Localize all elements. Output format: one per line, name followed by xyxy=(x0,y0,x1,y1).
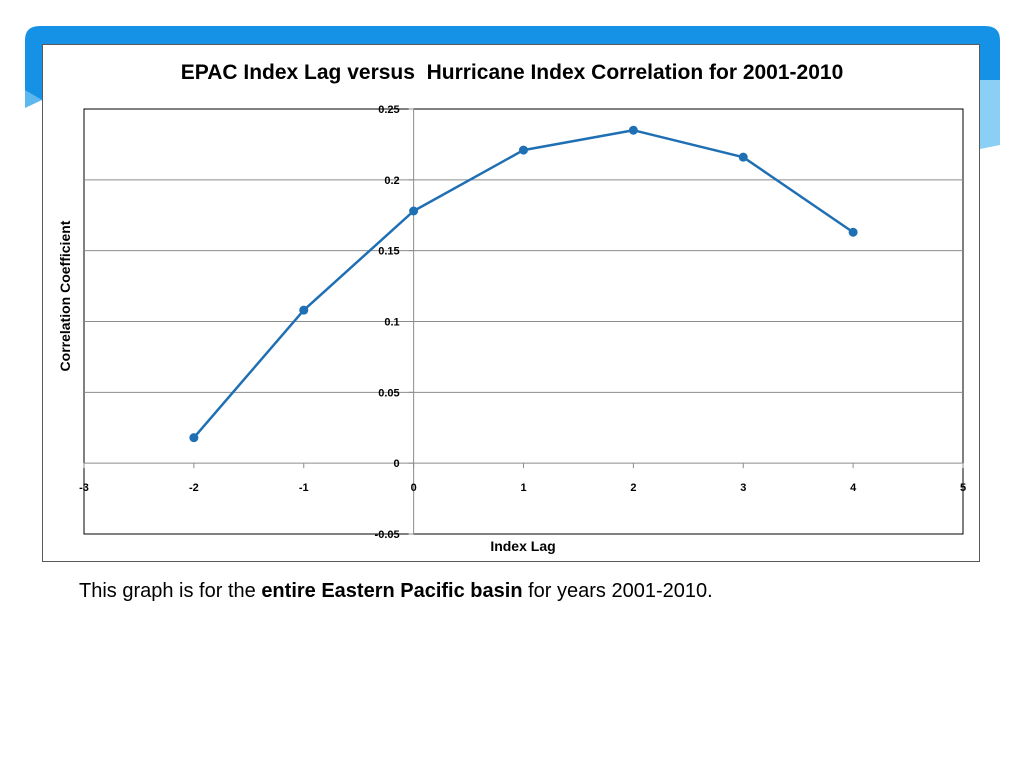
x-tick-label: -1 xyxy=(299,482,309,494)
slide-caption: This graph is for the entire Eastern Pac… xyxy=(79,580,713,603)
x-tick-label: -2 xyxy=(189,482,199,494)
caption-prefix: This graph is for the xyxy=(79,580,262,602)
y-tick-label: 0.1 xyxy=(384,317,399,329)
x-tick-label: 0 xyxy=(411,482,417,494)
chart-title: EPAC Index Lag versus Hurricane Index Co… xyxy=(180,61,844,84)
chart-plot: -3 -2 -1 0 1 2 3 4 5 -0.05 0 0.05 0.1 0.15 0.2 0.25 xyxy=(79,104,966,541)
data-point xyxy=(738,152,748,162)
banner-left-tab xyxy=(25,88,42,108)
data-point xyxy=(299,305,309,315)
y-axis-label: Correlation Coefficient xyxy=(57,220,73,372)
y-tick-label: 0.15 xyxy=(378,246,399,258)
data-point xyxy=(519,145,528,155)
data-point xyxy=(409,206,419,216)
grid-lines xyxy=(84,179,963,393)
y-tick-label: 0.05 xyxy=(378,387,399,399)
x-tick-label: 1 xyxy=(520,482,526,494)
caption-suffix: for years 2001-2010. xyxy=(522,580,713,602)
chart-area: -3 -2 -1 0 1 2 3 4 5 -0.05 0 0.05 0.1 0.15 0.2 0.25 EPA… xyxy=(42,44,980,562)
y-tick-label: 0 xyxy=(394,458,400,470)
x-tick-label: -3 xyxy=(79,482,89,494)
series-layer xyxy=(189,125,858,443)
data-point xyxy=(628,125,638,135)
banner-main-shape xyxy=(25,26,1000,100)
y-tick-label: 0.2 xyxy=(384,175,399,187)
y-tick-label: 0.25 xyxy=(378,104,399,116)
caption-bold: entire Eastern Pacific basin xyxy=(261,580,523,602)
data-point xyxy=(848,227,858,237)
y-tick-label: -0.05 xyxy=(375,529,400,541)
x-tick-label: 4 xyxy=(850,482,857,494)
axes xyxy=(83,108,964,535)
x-tick-label: 5 xyxy=(960,482,966,494)
x-tick-label: 2 xyxy=(630,482,636,494)
data-point xyxy=(189,433,199,443)
x-axis-label: Index Lag xyxy=(490,538,556,554)
x-tick-label: 3 xyxy=(740,482,746,494)
tick-labels: -3 -2 -1 0 1 2 3 4 5 -0.05 0 0.05 0.1 0.15 0.2 0.25 xyxy=(79,104,966,541)
